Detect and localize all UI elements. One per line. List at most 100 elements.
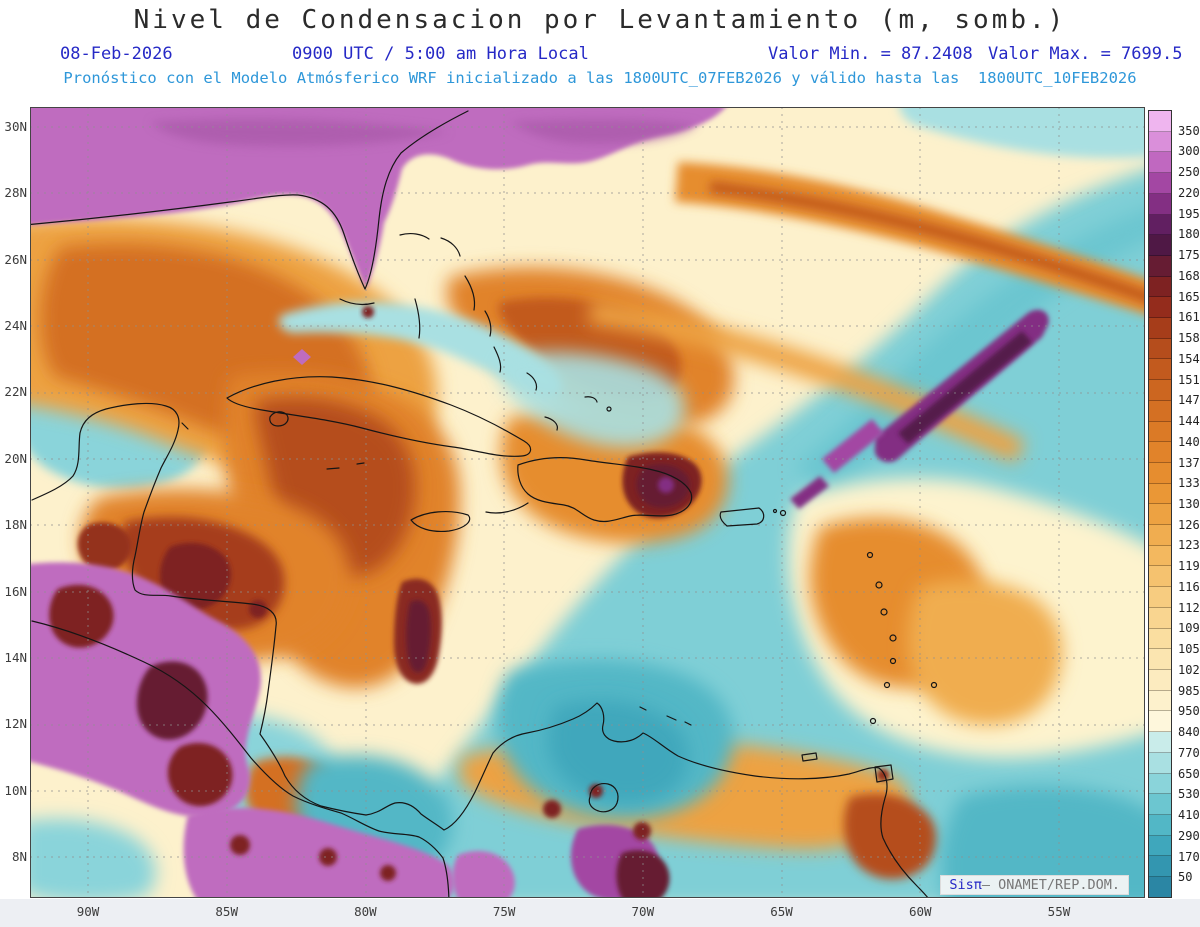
colorbar-segment bbox=[1149, 711, 1171, 733]
colorbar-level-label: 1750 bbox=[1178, 248, 1200, 263]
colorbar-segment bbox=[1149, 214, 1171, 236]
colorbar-level-label: 1950 bbox=[1178, 206, 1200, 221]
colorbar-segment bbox=[1149, 131, 1171, 153]
lat-tick-label: 8N bbox=[11, 848, 27, 864]
colorbar-level-label: 1090 bbox=[1178, 621, 1200, 636]
colorbar-segment bbox=[1149, 794, 1171, 815]
colorbar-segment bbox=[1149, 504, 1171, 526]
colorbar-level-label: 1800 bbox=[1178, 227, 1200, 242]
colorbar-segment bbox=[1149, 690, 1171, 712]
colorbar-level-label: 2200 bbox=[1178, 185, 1200, 200]
colorbar-level-label: 1615 bbox=[1178, 310, 1200, 325]
lat-tick-label: 28N bbox=[4, 185, 27, 201]
colorbar-segment bbox=[1149, 462, 1171, 484]
colorbar-level-label: 1300 bbox=[1178, 497, 1200, 511]
colorbar-level-label: 1545 bbox=[1178, 351, 1200, 366]
colorbar-level-label: 770 bbox=[1178, 745, 1200, 760]
lat-tick-label: 12N bbox=[4, 716, 27, 732]
colorbar-segment bbox=[1149, 856, 1171, 878]
colorbar-segment bbox=[1149, 732, 1171, 753]
colorbar-level-label: 1510 bbox=[1178, 372, 1200, 387]
max-value-label: Valor Max. = 7699.5 bbox=[988, 44, 1183, 64]
colorbar-segment bbox=[1149, 380, 1171, 401]
colorbar-level-label: 1580 bbox=[1178, 331, 1200, 346]
colorbar-segment bbox=[1149, 235, 1171, 256]
colorbar-segment bbox=[1149, 359, 1171, 381]
colorbar-segment bbox=[1149, 111, 1171, 132]
colorbar-segment bbox=[1149, 318, 1171, 339]
lat-tick-label: 18N bbox=[4, 517, 27, 533]
colorbar-segment bbox=[1149, 442, 1171, 463]
colorbar-segment bbox=[1149, 835, 1171, 857]
colorbar-level-label: 1160 bbox=[1178, 579, 1200, 594]
lat-tick-label: 22N bbox=[4, 384, 27, 400]
colorbar-level-label: 410 bbox=[1178, 808, 1200, 823]
model-info-line: Pronóstico con el Modelo Atmósferico WRF… bbox=[63, 69, 1137, 87]
lat-tick-label: 26N bbox=[4, 251, 27, 267]
colorbar-segment bbox=[1149, 255, 1171, 277]
colorbar-level-label: 1405 bbox=[1178, 434, 1200, 449]
colorbar-level-label: 290 bbox=[1178, 828, 1200, 843]
colorbar-level-label: 1370 bbox=[1178, 455, 1200, 470]
colorbar-level-label: 50 bbox=[1178, 870, 1193, 885]
map-plot-area: Sisπ– ONAMET/REP.DOM. bbox=[30, 107, 1145, 898]
colorbar-level-label: 1125 bbox=[1178, 600, 1200, 615]
colorbar-level-label: 170 bbox=[1178, 849, 1200, 864]
colorbar-level-label: 3000 bbox=[1178, 144, 1200, 159]
colorbar-level-label: 1685 bbox=[1178, 268, 1200, 283]
lat-tick-label: 16N bbox=[4, 583, 27, 599]
colorbar-level-label: 1055 bbox=[1178, 642, 1200, 657]
colorbar-level-label: 1230 bbox=[1178, 538, 1200, 553]
colorbar-swatches bbox=[1148, 110, 1172, 898]
lat-tick-label: 30N bbox=[4, 119, 27, 134]
min-value-label: Valor Min. = 87.2408 bbox=[768, 44, 973, 64]
lat-tick-label: 24N bbox=[4, 318, 27, 334]
colorbar-segment bbox=[1149, 338, 1171, 360]
lat-tick-label: 10N bbox=[4, 782, 27, 798]
colorbar-segment bbox=[1149, 752, 1171, 774]
colorbar-segment bbox=[1149, 628, 1171, 650]
map-canvas bbox=[30, 107, 1145, 898]
colorbar-segment bbox=[1149, 607, 1171, 629]
bottom-axis-strip bbox=[0, 899, 1200, 927]
colorbar-level-label: 1475 bbox=[1178, 393, 1200, 408]
date-label: 08-Feb-2026 bbox=[60, 44, 173, 64]
colorbar-segment bbox=[1149, 649, 1171, 670]
credit-badge: Sisπ– ONAMET/REP.DOM. bbox=[940, 875, 1129, 895]
colorbar-level-label: 3500 bbox=[1178, 123, 1200, 138]
colorbar-labels: 3500 3000 2500 2200 1950 1800 1750 1685 1650 1615… bbox=[1178, 110, 1200, 898]
colorbar-segment bbox=[1149, 152, 1171, 174]
page-title: Nivel de Condensacion por Levantamiento … bbox=[133, 5, 1067, 35]
colorbar-segment bbox=[1149, 814, 1171, 836]
colorbar-segment bbox=[1149, 483, 1171, 505]
header-info-line: 08-Feb-2026 0900 UTC / 5:00 am Hora Loca… bbox=[0, 44, 1200, 64]
colorbar-segment bbox=[1149, 297, 1171, 319]
colorbar-segment bbox=[1149, 173, 1171, 194]
colorbar-level-label: 1650 bbox=[1178, 289, 1200, 304]
colorbar-segment bbox=[1149, 566, 1171, 588]
colorbar-level-label: 530 bbox=[1178, 787, 1200, 802]
colorbar-segment bbox=[1149, 276, 1171, 298]
colorbar-level-label: 650 bbox=[1178, 766, 1200, 781]
colorbar-segment bbox=[1149, 669, 1171, 691]
colorbar-segment bbox=[1149, 587, 1171, 608]
colorbar-segment bbox=[1149, 545, 1171, 567]
colorbar-level-label: 1020 bbox=[1178, 662, 1200, 677]
lat-tick-label: 20N bbox=[4, 450, 27, 466]
colorbar-level-label: 840 bbox=[1178, 725, 1200, 740]
colorbar-level-label: 1195 bbox=[1178, 559, 1200, 574]
colorbar-segment bbox=[1149, 400, 1171, 422]
gridlines-layer bbox=[30, 107, 1145, 898]
colorbar-segment bbox=[1149, 773, 1171, 795]
credit-brand: Sisπ bbox=[949, 877, 982, 893]
valid-time-label: 0900 UTC / 5:00 am Hora Local bbox=[292, 44, 589, 64]
colorbar-level-label: 1440 bbox=[1178, 414, 1200, 429]
colorbar-level-label: 1265 bbox=[1178, 517, 1200, 532]
credit-org: – ONAMET/REP.DOM. bbox=[981, 877, 1120, 893]
colorbar-segment bbox=[1149, 193, 1171, 215]
map-frame bbox=[30, 107, 1145, 898]
lcl-field-layer bbox=[30, 107, 1145, 898]
colorbar-level-label: 1335 bbox=[1178, 476, 1200, 491]
colorbar-level-label: 2500 bbox=[1178, 165, 1200, 180]
colorbar-segment bbox=[1149, 421, 1171, 443]
